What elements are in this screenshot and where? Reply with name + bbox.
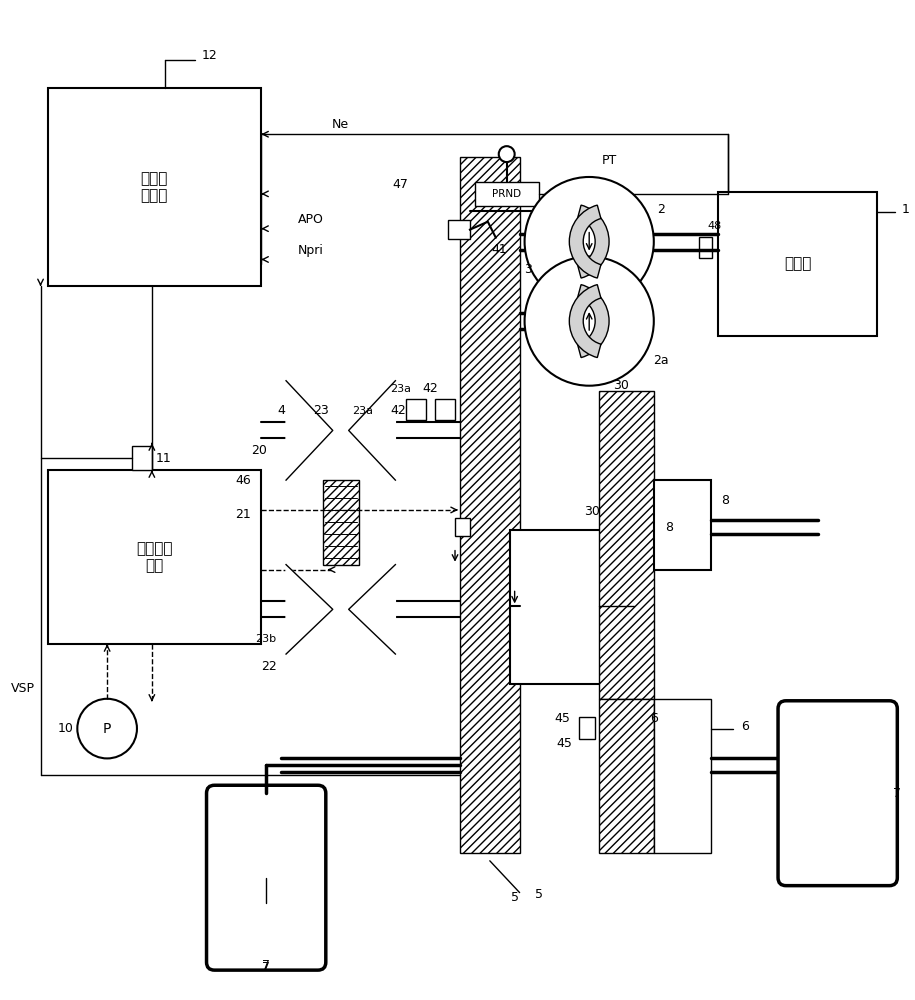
Circle shape [524,177,654,306]
Circle shape [524,256,654,386]
Text: P: P [103,722,112,736]
Bar [460,157,520,853]
Text: 1: 1 [901,203,910,216]
Bar [654,699,712,853]
Bar [406,399,426,420]
Text: 45: 45 [556,737,572,750]
Text: 2: 2 [657,203,664,216]
Text: 6: 6 [741,720,749,733]
FancyBboxPatch shape [778,701,898,886]
Text: 5: 5 [511,891,519,904]
Bar [599,391,654,699]
Text: 42: 42 [423,382,438,395]
Bar [323,480,359,565]
Polygon shape [286,381,333,480]
Text: 变速器
控制器: 变速器 控制器 [141,171,168,203]
Text: 45: 45 [554,712,570,725]
Bar [132,446,152,470]
Text: Ne: Ne [332,118,350,131]
Text: 30: 30 [613,379,629,392]
Bar [599,699,654,853]
Text: 5: 5 [535,888,544,901]
Wedge shape [569,205,601,278]
Bar [654,480,712,570]
Text: 11: 11 [156,452,172,465]
Text: 8: 8 [721,493,729,506]
Text: 21: 21 [235,508,252,521]
Bar [579,717,595,739]
Text: PT: PT [601,154,617,167]
Text: 47: 47 [393,178,408,191]
Text: 30: 30 [584,505,599,518]
Wedge shape [577,285,609,358]
Wedge shape [577,205,609,278]
Bar [698,237,713,258]
FancyBboxPatch shape [207,785,326,970]
Text: 10: 10 [58,722,73,735]
Bar [48,470,261,644]
Text: 22: 22 [262,660,277,673]
Text: 23: 23 [313,404,328,417]
Bar [448,220,470,239]
Bar [436,399,455,420]
Text: 7: 7 [263,959,270,972]
Text: Npri: Npri [298,244,324,257]
Circle shape [499,146,514,162]
Text: VSP: VSP [11,682,35,695]
Text: 8: 8 [664,521,673,534]
Text: 41: 41 [492,243,508,256]
Text: PRND: PRND [492,189,522,199]
Text: 油压控制
回路: 油压控制 回路 [136,541,173,573]
Text: 7: 7 [893,787,901,800]
Polygon shape [349,565,395,654]
Text: 48: 48 [707,221,722,231]
Text: 4: 4 [277,404,285,417]
Text: 20: 20 [252,444,267,457]
Bar [510,530,634,684]
Text: 发动机: 发动机 [784,256,812,271]
Text: 23b: 23b [255,634,276,644]
Polygon shape [349,381,395,480]
Text: 46: 46 [235,474,252,487]
Text: 3: 3 [523,263,532,276]
Text: 12: 12 [202,49,218,62]
Bar [48,88,261,286]
Text: 23a: 23a [352,406,373,416]
Text: 23a: 23a [390,384,411,394]
Bar [475,182,540,206]
Text: 6: 6 [650,712,658,725]
Text: 2a: 2a [653,354,669,367]
Text: 7: 7 [263,961,270,974]
Text: 42: 42 [391,404,406,417]
Circle shape [78,699,137,758]
Polygon shape [286,565,333,654]
Text: APO: APO [298,213,324,226]
Bar [718,192,877,336]
Bar [455,518,470,536]
Wedge shape [569,285,601,358]
